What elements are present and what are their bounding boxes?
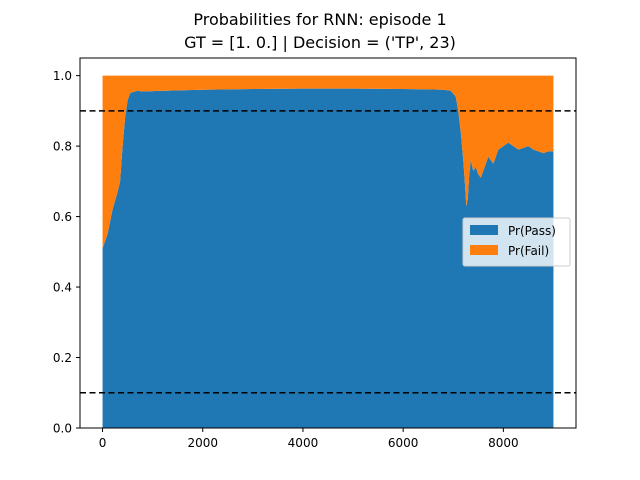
y-tick-label: 0.8	[53, 140, 72, 154]
y-tick-label: 0.0	[53, 422, 72, 436]
x-tick-label: 0	[99, 436, 107, 450]
x-tick-label: 8000	[488, 436, 519, 450]
y-tick-label: 0.4	[53, 281, 72, 295]
x-tick-label: 6000	[388, 436, 419, 450]
legend-swatch	[470, 225, 498, 235]
y-tick-label: 0.2	[53, 351, 72, 365]
area-pr-fail	[102, 75, 554, 249]
legend-label: Pr(Fail)	[508, 244, 549, 258]
y-tick-label: 1.0	[53, 69, 72, 83]
y-axis: 0.0 0.2 0.4 0.6 0.8 1.0	[53, 69, 80, 436]
x-axis: 0 2000 4000 6000 8000	[99, 428, 519, 450]
legend-label: Pr(Pass)	[508, 224, 556, 238]
x-tick-label: 4000	[288, 436, 319, 450]
chart-subtitle: GT = [1. 0.] | Decision = ('TP', 23)	[184, 33, 456, 52]
area-pr-pass	[102, 88, 554, 428]
series-areas	[102, 75, 554, 428]
y-tick-label: 0.6	[53, 210, 72, 224]
legend-swatch	[470, 245, 498, 255]
legend: Pr(Pass) Pr(Fail)	[462, 217, 571, 267]
x-tick-label: 2000	[187, 436, 218, 450]
chart-title: Probabilities for RNN: episode 1	[193, 10, 447, 29]
plot-frame	[79, 57, 577, 429]
threshold-lines	[80, 110, 576, 394]
